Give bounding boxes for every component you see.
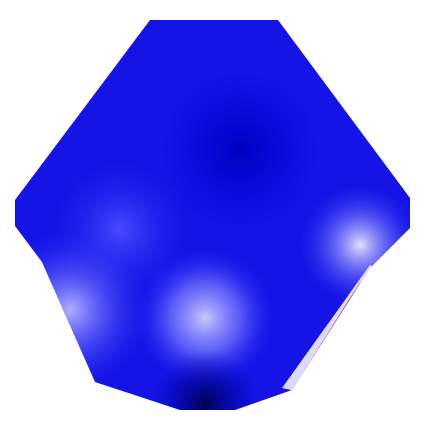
heatmap [15, 20, 410, 410]
heatmap-body [15, 20, 410, 410]
dark-region [15, 20, 410, 410]
page [15, 20, 410, 410]
